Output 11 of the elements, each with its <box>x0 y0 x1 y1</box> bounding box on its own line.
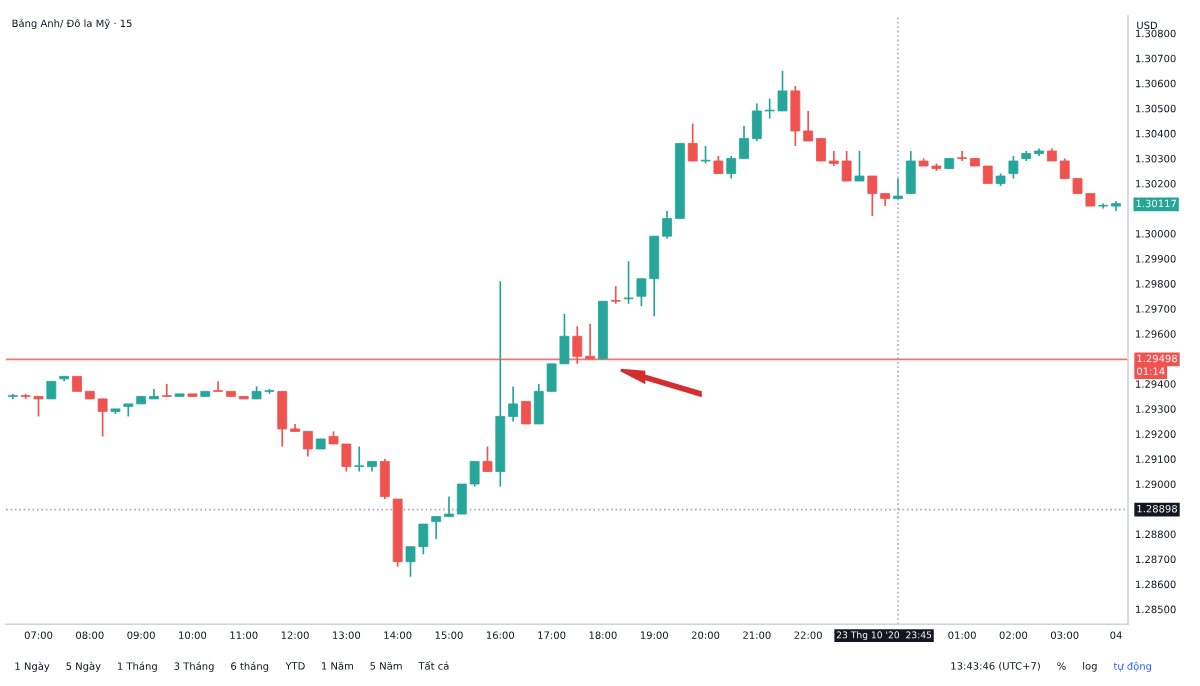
candlestick <box>687 122 698 162</box>
candlestick <box>623 260 634 305</box>
candlestick <box>482 445 493 473</box>
candlestick <box>893 177 903 200</box>
candlestick <box>610 285 621 305</box>
candlestick <box>854 150 865 182</box>
candlestick <box>905 150 916 195</box>
candlestick <box>379 458 390 500</box>
candlestick <box>1008 155 1019 180</box>
candlestick <box>521 400 531 425</box>
candlestick <box>161 383 172 398</box>
